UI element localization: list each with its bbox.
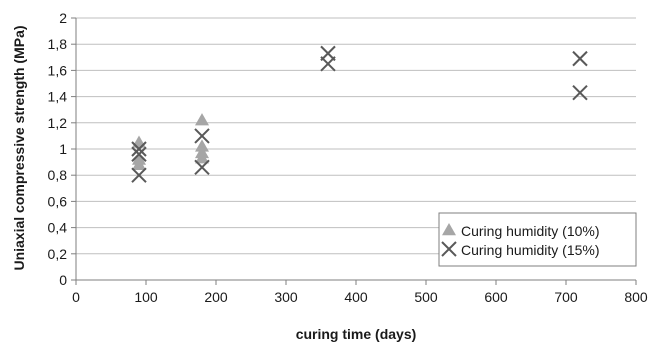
x-marker-stroke: [441, 241, 457, 257]
y-tick-label: 1,4: [48, 89, 68, 105]
x-tick-label: 800: [624, 289, 648, 305]
x-marker-stroke: [194, 128, 210, 144]
grid-lines: [76, 17, 636, 281]
y-tick-label: 2: [59, 10, 67, 26]
y-tick-label: 0,4: [48, 220, 68, 236]
x-marker-stroke: [131, 146, 147, 162]
x-tick-label: 0: [72, 289, 80, 305]
data-point-series-2: [131, 167, 147, 183]
x-marker-stroke: [131, 167, 147, 183]
x-tick-label: 100: [134, 289, 158, 305]
y-axis-title: Uniaxial compressive strength (MPa): [11, 25, 27, 270]
y-tick-label: 0,2: [48, 246, 68, 262]
data-point-series-2: [194, 159, 210, 176]
x-tick-label: 600: [484, 289, 508, 305]
x-marker-stroke: [194, 159, 210, 176]
data-point-series-2: [131, 146, 147, 162]
legend-label-series-1: Curing humidity (10%): [461, 223, 600, 239]
x-axis: 0 100 200 300 400 500 600 700 800: [72, 279, 648, 305]
y-tick-label: 1,6: [48, 62, 68, 78]
y-tick-label: 0,6: [48, 193, 68, 209]
data-point-series-2: [194, 128, 210, 144]
x-tick-label: 200: [204, 289, 228, 305]
data-point-series-1: [195, 139, 209, 152]
legend: Curing humidity (10%) Curing humidity (15…: [438, 212, 637, 267]
y-tick-label: 0: [59, 272, 67, 288]
y-tick-label: 1,2: [48, 115, 68, 131]
data-point-series-1: [195, 151, 209, 164]
data-points: [131, 45, 588, 183]
x-marker-stroke: [320, 56, 336, 72]
x-tick-label: 500: [414, 289, 438, 305]
y-tick-label: 1: [59, 141, 67, 157]
data-point-series-2: [131, 141, 147, 157]
x-marker-stroke: [572, 50, 588, 67]
y-tick-label: 1,8: [48, 36, 68, 52]
x-tick-label: 300: [274, 289, 298, 305]
x-tick-label: 700: [554, 289, 578, 305]
legend-marker-series-1: [442, 223, 456, 236]
data-point-series-2: [572, 50, 588, 67]
data-point-series-1: [195, 113, 209, 126]
data-point-series-2: [320, 56, 336, 72]
legend-label-series-2: Curing humidity (15%): [461, 242, 600, 258]
x-marker-stroke: [131, 141, 147, 157]
y-axis: 0 0,2 0,4 0,6 0,8 1 1,2 1,4 1,6 1,8 2: [48, 10, 77, 288]
legend-box: [438, 212, 637, 267]
data-point-series-1: [132, 135, 146, 148]
data-point-series-1: [132, 157, 146, 170]
y-tick-label: 0,8: [48, 167, 68, 183]
data-point-series-2: [572, 84, 588, 101]
x-axis-title: curing time (days): [296, 326, 417, 342]
x-marker-stroke: [572, 84, 588, 101]
legend-marker-series-2: [441, 241, 457, 257]
x-tick-label: 400: [344, 289, 368, 305]
